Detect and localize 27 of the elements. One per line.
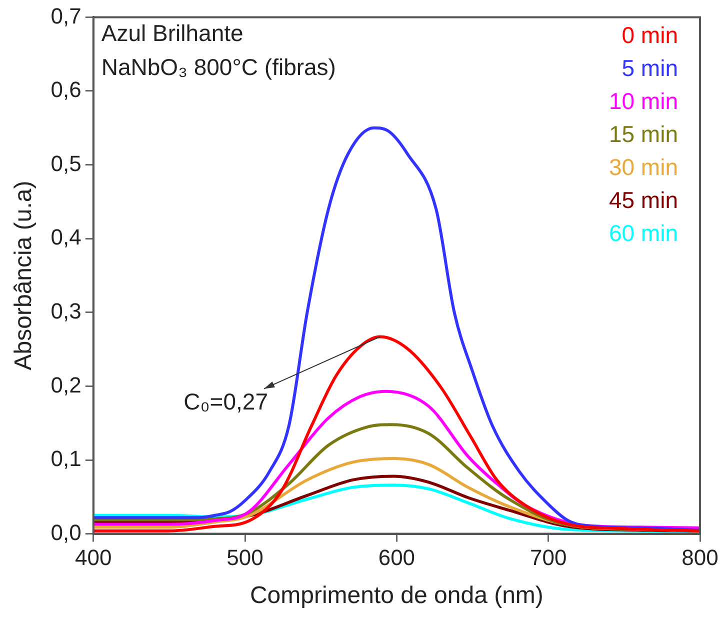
y-tick-label: 0,2	[50, 372, 82, 398]
annotation: Azul Brilhante	[101, 20, 244, 46]
y-tick-label: 0,3	[50, 298, 82, 324]
y-tick-label: 0,6	[50, 77, 82, 102]
line-series	[93, 335, 700, 532]
y-axis-title: Absorbância (u.a)	[10, 180, 38, 370]
x-tick-label: 400	[75, 545, 112, 570]
y-tick-label: 0,1	[50, 446, 82, 472]
text: 45 min	[608, 187, 678, 214]
x-tick-label: 600	[378, 545, 416, 570]
y-tick-label: 0,4	[50, 224, 82, 250]
text: 15 min	[608, 121, 678, 148]
x-tick-label: 800	[682, 545, 718, 570]
y-tick-label: 0,7	[50, 3, 82, 28]
text: 0 min	[622, 22, 678, 48]
text: 60 min	[608, 220, 678, 246]
x-tick-label: 700	[530, 545, 567, 570]
annotation: NaNbO₃ 800°C (fibras)	[101, 54, 336, 80]
text: 30 min	[608, 154, 678, 180]
y-tick-label: 0,5	[50, 150, 82, 176]
text: 10 min	[608, 88, 678, 114]
line-series	[93, 126, 700, 532]
text: 5 min	[622, 55, 678, 82]
x-tick-label: 500	[226, 545, 264, 570]
annotation: C₀=0,27	[184, 388, 268, 415]
x-axis-title: Comprimento de onda (nm)	[250, 582, 544, 610]
y-tick-label: 0,0	[50, 520, 82, 545]
